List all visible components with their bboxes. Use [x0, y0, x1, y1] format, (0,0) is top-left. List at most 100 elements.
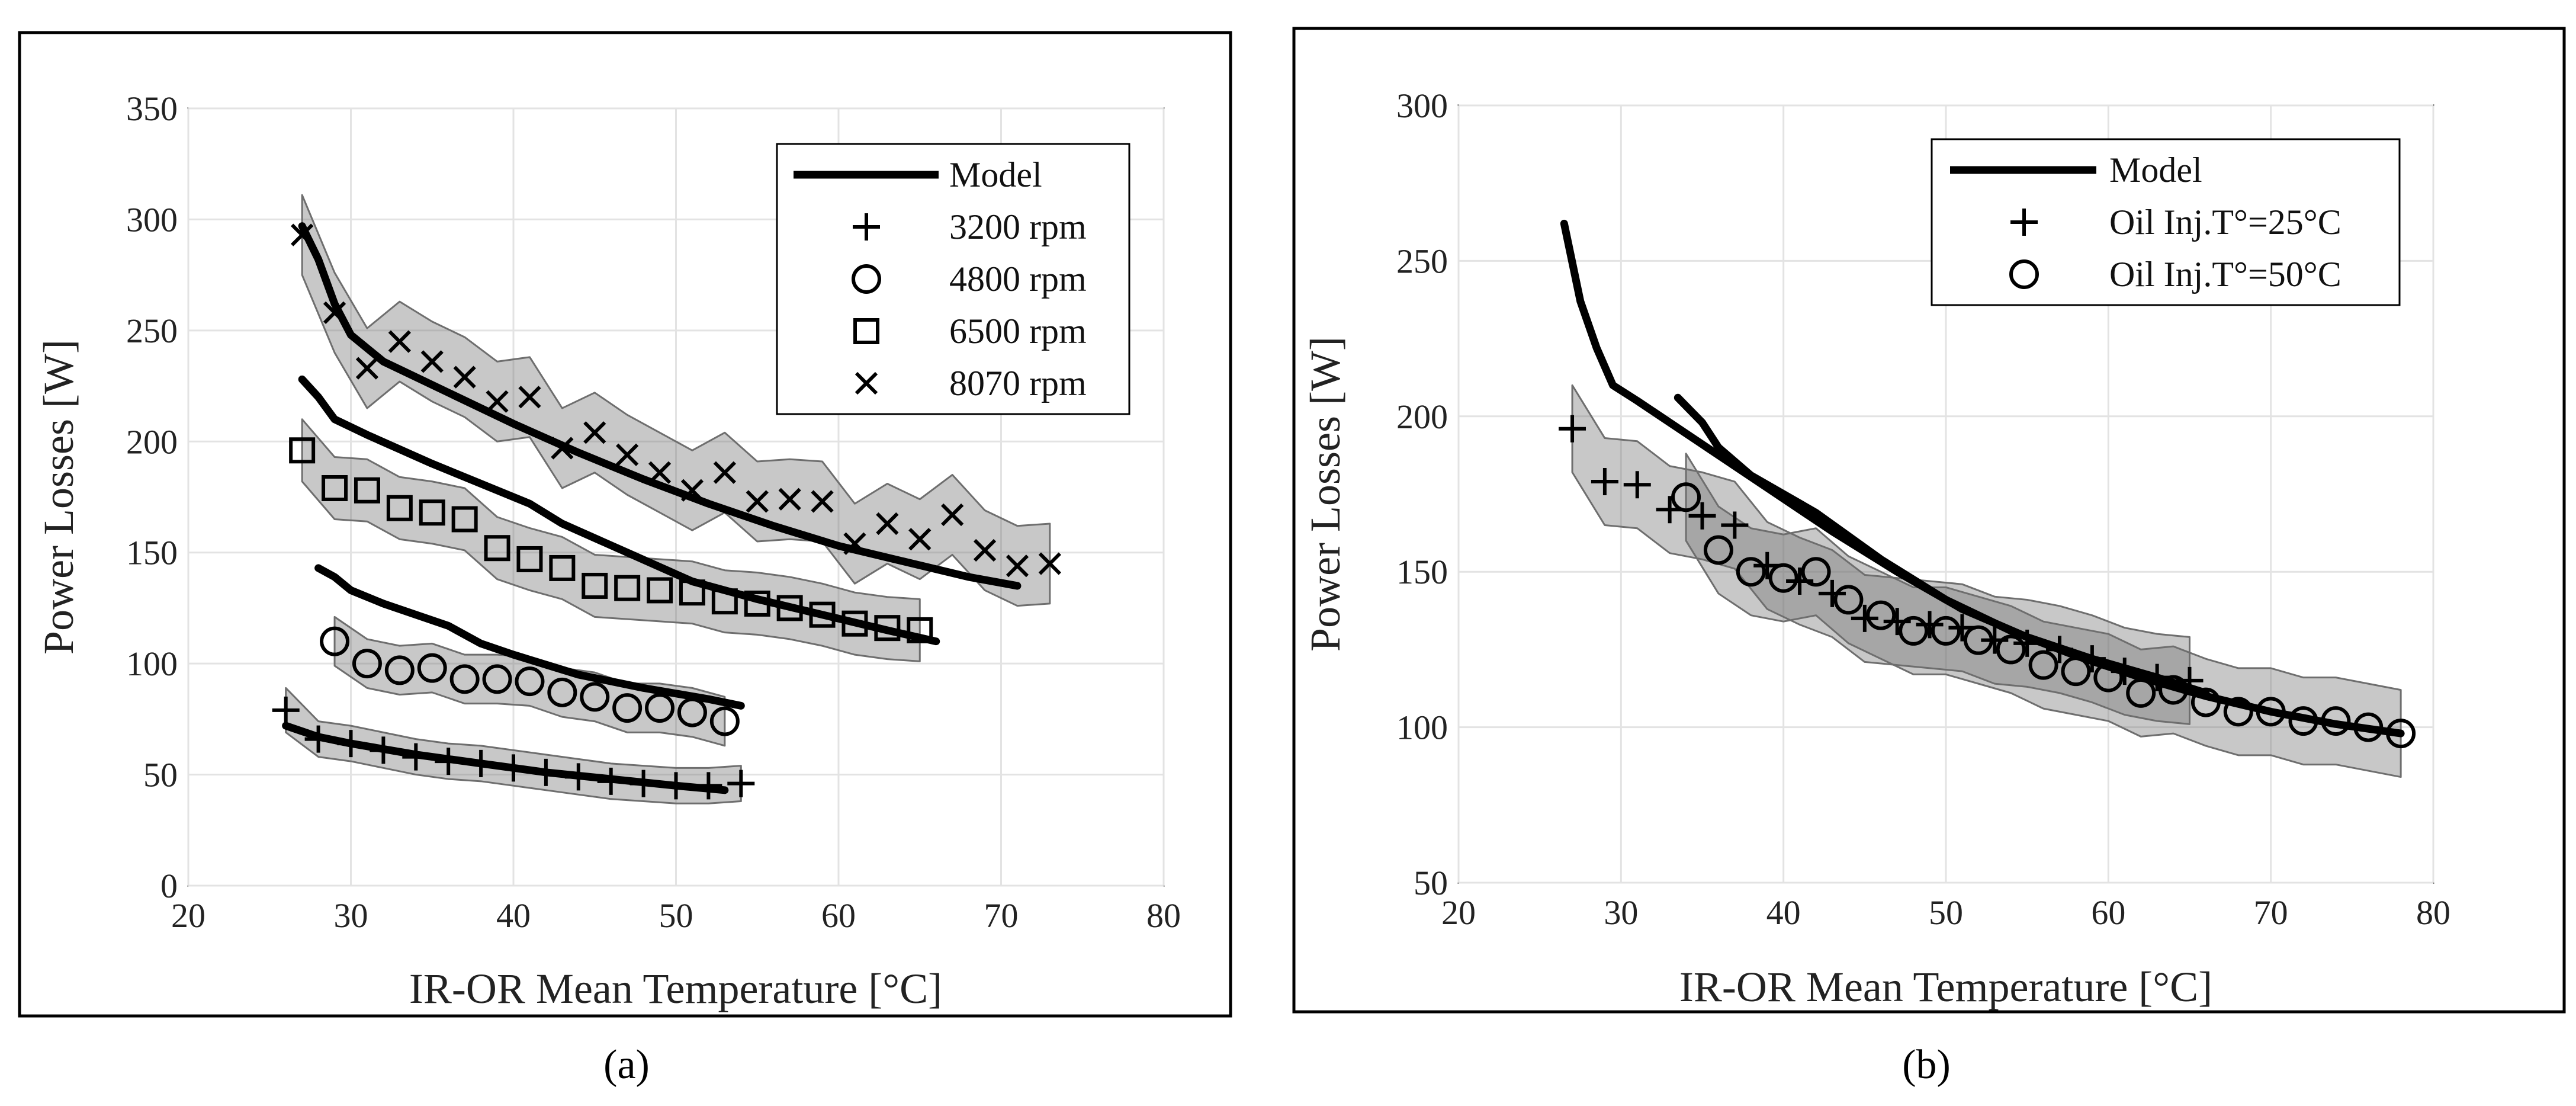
- panel-a-y-tick-300: 300: [126, 200, 178, 239]
- panel-a-point-8070-rpm-4: [420, 350, 444, 373]
- panel-b-point-oil-inj-t-50-c-15: [2159, 675, 2189, 705]
- panel-a-y-tick-250: 250: [126, 312, 178, 350]
- panel-b-legend: Model Oil Inj.T°=25°C Oil Inj.T°=50°C: [1931, 138, 2401, 306]
- panel-b-x-tick-40: 40: [1766, 893, 1801, 932]
- panel-b-x-axis-label: IR-OR Mean Temperature [°C]: [1679, 963, 2212, 1011]
- panel-b-x-tick-80: 80: [2416, 893, 2450, 932]
- panel-a-point-6500-rpm-10: [614, 575, 641, 601]
- panel-a-point-8070-rpm-8: [551, 437, 574, 460]
- panel-b-point-oil-inj-t-25-c-5: [1721, 511, 1749, 539]
- panel-a-point-4800-rpm-3: [417, 653, 447, 683]
- panel-a-point-8070-rpm-0: [291, 223, 314, 246]
- panel-b-point-oil-inj-t-50-c-18: [2256, 697, 2286, 727]
- panel-b-point-oil-inj-t-50-c-0: [1671, 482, 1701, 512]
- panel-a-point-8070-rpm-7: [518, 386, 541, 409]
- panel-a-point-3200-rpm-14: [727, 770, 755, 797]
- panel-a-point-8070-rpm-21: [973, 538, 997, 562]
- panel-a-band-8070-rpm: [301, 194, 1051, 607]
- panel-b-x-tick-50: 50: [1929, 893, 1963, 932]
- panel-b-point-oil-inj-t-50-c-20: [2321, 706, 2351, 736]
- panel-a-x-tick-40: 40: [496, 896, 531, 935]
- panel-b-point-oil-inj-t-25-c-0: [1559, 415, 1586, 443]
- panel-b-legend-label-model: Model: [2109, 150, 2202, 190]
- panel-a-point-3200-rpm-1: [304, 725, 332, 753]
- panel-a-x-tick-80: 80: [1146, 896, 1181, 935]
- panel-b-point-oil-inj-t-50-c-10: [1996, 634, 2026, 665]
- panel-a-point-6500-rpm-8: [549, 554, 576, 581]
- panel-b-y-tick-150: 150: [1396, 553, 1448, 591]
- panel-a-point-6500-rpm-2: [354, 477, 380, 504]
- panel-b-point-oil-inj-t-25-c-14: [2013, 629, 2041, 657]
- panel-b-markers: [1559, 415, 2416, 749]
- panel-b-y-axis-label: Power Losses [W]: [1302, 336, 1349, 652]
- panel-a-caption: (a): [603, 1042, 650, 1088]
- panel-a-point-3200-rpm-13: [695, 772, 722, 800]
- panel-b-y-tick-100: 100: [1396, 709, 1448, 747]
- panel-a: 20 30 40 50 60 70 80 0 50 100 150 200 250 300 350 IR-…: [18, 31, 1232, 1088]
- panel-b-point-oil-inj-t-50-c-1: [1703, 535, 1733, 565]
- panel-a-y-ticks: 0 50 100 150 200 250 300 350: [126, 89, 178, 905]
- panel-a-point-6500-rpm-6: [484, 535, 510, 562]
- panel-a-point-8070-rpm-23: [1038, 552, 1061, 575]
- panel-a-point-6500-rpm-16: [809, 601, 836, 628]
- panel-a-markers: [272, 223, 1061, 800]
- panel-a-point-8070-rpm-14: [746, 490, 769, 513]
- panel-b-point-oil-inj-t-25-c-4: [1688, 502, 1716, 530]
- panel-a-point-8070-rpm-16: [811, 490, 834, 513]
- panel-a-legend-marker-8070-rpm: [855, 371, 878, 395]
- panel-b-point-oil-inj-t-50-c-7: [1899, 615, 1929, 646]
- panel-a-model-line-model-4800-rpm: [314, 564, 745, 710]
- panel-a-legend-label-6500-rpm: 6500 rpm: [949, 312, 1087, 351]
- panel-b-x-tick-60: 60: [2091, 893, 2125, 932]
- panel-a-point-3200-rpm-5: [435, 748, 462, 775]
- panel-a-legend-label-4800-rpm: 4800 rpm: [949, 259, 1087, 299]
- panel-b-y-tick-50: 50: [1414, 864, 1448, 902]
- panel-b-point-oil-inj-t-50-c-5: [1833, 585, 1864, 615]
- panel-b-point-oil-inj-t-50-c-8: [1931, 615, 1961, 646]
- panel-a-point-4800-rpm-1: [352, 649, 382, 679]
- panel-a-point-6500-rpm-5: [451, 506, 478, 533]
- panel-a-legend-box: [776, 143, 1130, 415]
- panel-a-point-4800-rpm-6: [515, 666, 545, 697]
- panel-a-point-8070-rpm-12: [680, 479, 704, 502]
- panel-a-legend-marker-3200-rpm: [853, 213, 880, 241]
- panel-b-legend-marker-oil-inj-t-50-c: [2009, 259, 2039, 289]
- panel-a-y-tick-100: 100: [126, 645, 178, 683]
- panel-a-point-6500-rpm-12: [679, 579, 705, 606]
- panel-a-point-4800-rpm-5: [482, 664, 512, 694]
- panel-a-point-3200-rpm-4: [402, 743, 430, 771]
- panel-a-model-line-model-8070-rpm: [298, 222, 1022, 590]
- panel-a-legend-label-8070-rpm: 8070 rpm: [949, 364, 1087, 403]
- panel-a-x-ticks: 20 30 40 50 60 70 80: [171, 896, 1181, 935]
- panel-a-x-tick-70: 70: [984, 896, 1019, 935]
- panel-a-y-tick-200: 200: [126, 422, 178, 461]
- panel-a-legend-label-3200-rpm: 3200 rpm: [949, 207, 1087, 246]
- panel-a-y-tick-150: 150: [126, 534, 178, 572]
- panel-a-point-6500-rpm-15: [776, 595, 803, 621]
- panel-b-point-oil-inj-t-50-c-11: [2028, 650, 2058, 680]
- panel-a-point-6500-rpm-0: [289, 437, 316, 464]
- panel-a-point-3200-rpm-11: [629, 770, 657, 797]
- panel-a-point-8070-rpm-5: [453, 366, 476, 389]
- panel-a-point-3200-rpm-9: [564, 763, 592, 791]
- panel-a-point-4800-rpm-8: [580, 682, 610, 712]
- panel-b-model-lines: [1560, 219, 2405, 738]
- panel-a-point-6500-rpm-1: [322, 475, 348, 502]
- panel-b-point-oil-inj-t-25-c-9: [1851, 604, 1878, 632]
- panel-b-x-tick-70: 70: [2254, 893, 2288, 932]
- panel-a-frame: [18, 31, 1232, 1018]
- panel-a-point-6500-rpm-4: [419, 499, 445, 526]
- panel-a-point-4800-rpm-9: [612, 693, 643, 723]
- panel-b-point-oil-inj-t-50-c-22: [2386, 719, 2416, 749]
- panel-a-point-6500-rpm-18: [874, 615, 901, 642]
- panel-a-point-3200-rpm-3: [370, 736, 397, 764]
- panel-b: 20 30 40 50 60 70 80 50 100 150 200 250 300 IR-OR M…: [1292, 27, 2566, 1088]
- panel-a-point-8070-rpm-18: [876, 512, 899, 536]
- panel-b-point-oil-inj-t-50-c-16: [2190, 687, 2221, 717]
- panel-b-x-tick-30: 30: [1604, 893, 1638, 932]
- panel-a-point-6500-rpm-13: [711, 588, 738, 615]
- panel-b-point-oil-inj-t-25-c-11: [1916, 611, 1944, 639]
- panel-b-legend-marker-oil-inj-t-25-c: [2010, 209, 2038, 236]
- panel-a-point-4800-rpm-4: [449, 664, 480, 694]
